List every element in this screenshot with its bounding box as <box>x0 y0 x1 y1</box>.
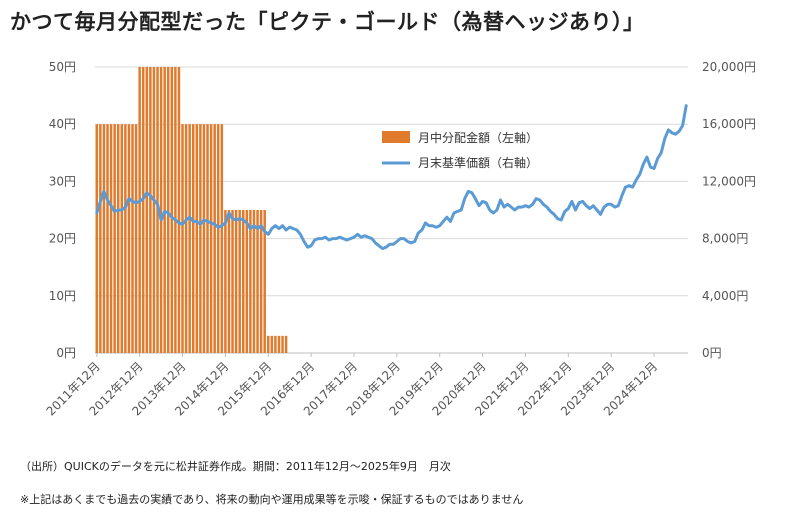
distribution-bar <box>249 210 252 353</box>
distribution-bar <box>227 210 231 353</box>
right-tick-label: 16,000円 <box>702 117 756 131</box>
distribution-bar <box>209 124 213 353</box>
left-tick-label: 10円 <box>49 289 76 303</box>
distribution-bar <box>181 124 184 353</box>
grid-lines <box>95 66 688 354</box>
distribution-bar <box>202 124 206 353</box>
distribution-bar <box>116 124 120 353</box>
right-tick-label: 8,000円 <box>702 232 748 246</box>
right-tick-label: 4,000円 <box>702 289 748 303</box>
distribution-bar <box>145 67 149 353</box>
distribution-bar <box>177 67 181 353</box>
left-axis: 0円 10円 20円 30円 40円 50円 <box>49 60 76 360</box>
distribution-bar <box>184 124 188 353</box>
distribution-bar <box>267 335 270 353</box>
left-tick-label: 30円 <box>49 174 76 188</box>
distribution-bar <box>102 124 106 353</box>
distribution-bar <box>131 124 134 353</box>
distribution-bar <box>138 67 141 353</box>
distribution-bar <box>238 210 241 353</box>
distribution-bar <box>188 124 191 353</box>
left-tick-label: 20円 <box>49 232 76 246</box>
left-tick-label: 50円 <box>49 60 76 74</box>
distribution-bar <box>270 335 274 353</box>
left-tick-label: 40円 <box>49 117 76 131</box>
distribution-bar <box>216 124 220 353</box>
distribution-bar <box>259 210 263 353</box>
line-series <box>95 104 688 251</box>
right-tick-label: 20,000円 <box>702 60 756 74</box>
right-axis: 0円 4,000円 8,000円 12,000円 16,000円 20,000円 <box>702 60 756 360</box>
source-note: （出所）QUICKのデータを元に松井証券作成。期間：2011年12月〜2025年… <box>20 460 451 473</box>
bar-series <box>95 67 288 353</box>
distribution-bar <box>191 124 195 353</box>
distribution-bar <box>134 124 138 353</box>
distribution-bar <box>231 210 234 353</box>
distribution-bar <box>213 124 216 353</box>
distribution-bar <box>113 124 116 353</box>
right-tick-label: 12,000円 <box>702 174 756 188</box>
distribution-bar <box>95 124 99 353</box>
legend-bar-label: 月中分配金額（左軸） <box>418 130 538 145</box>
distribution-bar <box>256 210 259 353</box>
x-axis: 2011年12月2012年12月2013年12月2014年12月2015年12月… <box>44 353 660 418</box>
distribution-bar <box>120 124 124 353</box>
legend: 月中分配金額（左軸） 月末基準価額（右軸） <box>382 130 538 170</box>
legend-bar-swatch <box>382 131 410 143</box>
distribution-bar <box>195 124 199 353</box>
distribution-bar <box>152 67 156 353</box>
right-tick-label: 0円 <box>702 346 722 360</box>
distribution-bar <box>166 67 170 353</box>
distribution-bar <box>220 124 224 353</box>
distribution-bar <box>234 210 238 353</box>
distribution-bar <box>149 67 152 353</box>
distribution-bar <box>141 67 145 353</box>
distribution-bar <box>263 210 266 353</box>
distribution-bar <box>281 335 284 353</box>
distribution-bar <box>224 210 227 353</box>
distribution-bar <box>252 210 256 353</box>
nav-line <box>95 104 688 251</box>
distribution-bar <box>170 67 174 353</box>
left-tick-label: 0円 <box>56 346 76 360</box>
distribution-bar <box>206 124 209 353</box>
distribution-bar <box>109 124 113 353</box>
distribution-bar <box>241 210 245 353</box>
distribution-bar <box>124 124 127 353</box>
distribution-bar <box>99 124 102 353</box>
legend-line-label: 月末基準価額（右軸） <box>418 155 538 170</box>
distribution-bar <box>277 335 281 353</box>
distribution-bar <box>199 124 202 353</box>
distribution-bar <box>159 67 163 353</box>
chart-title: かつて毎月分配型だった「ピクテ・ゴールド（為替ヘッジあり）」 <box>10 10 645 34</box>
distribution-bar <box>127 124 131 353</box>
distribution-bar <box>284 335 288 353</box>
distribution-bar <box>274 335 277 353</box>
distribution-bar <box>106 124 109 353</box>
distribution-bar <box>174 67 177 353</box>
distribution-bar <box>245 210 249 353</box>
disclaimer-note: ※上記はあくまでも過去の実績であり、将来の動向や運用成果等を示唆・保証するもので… <box>20 493 524 506</box>
